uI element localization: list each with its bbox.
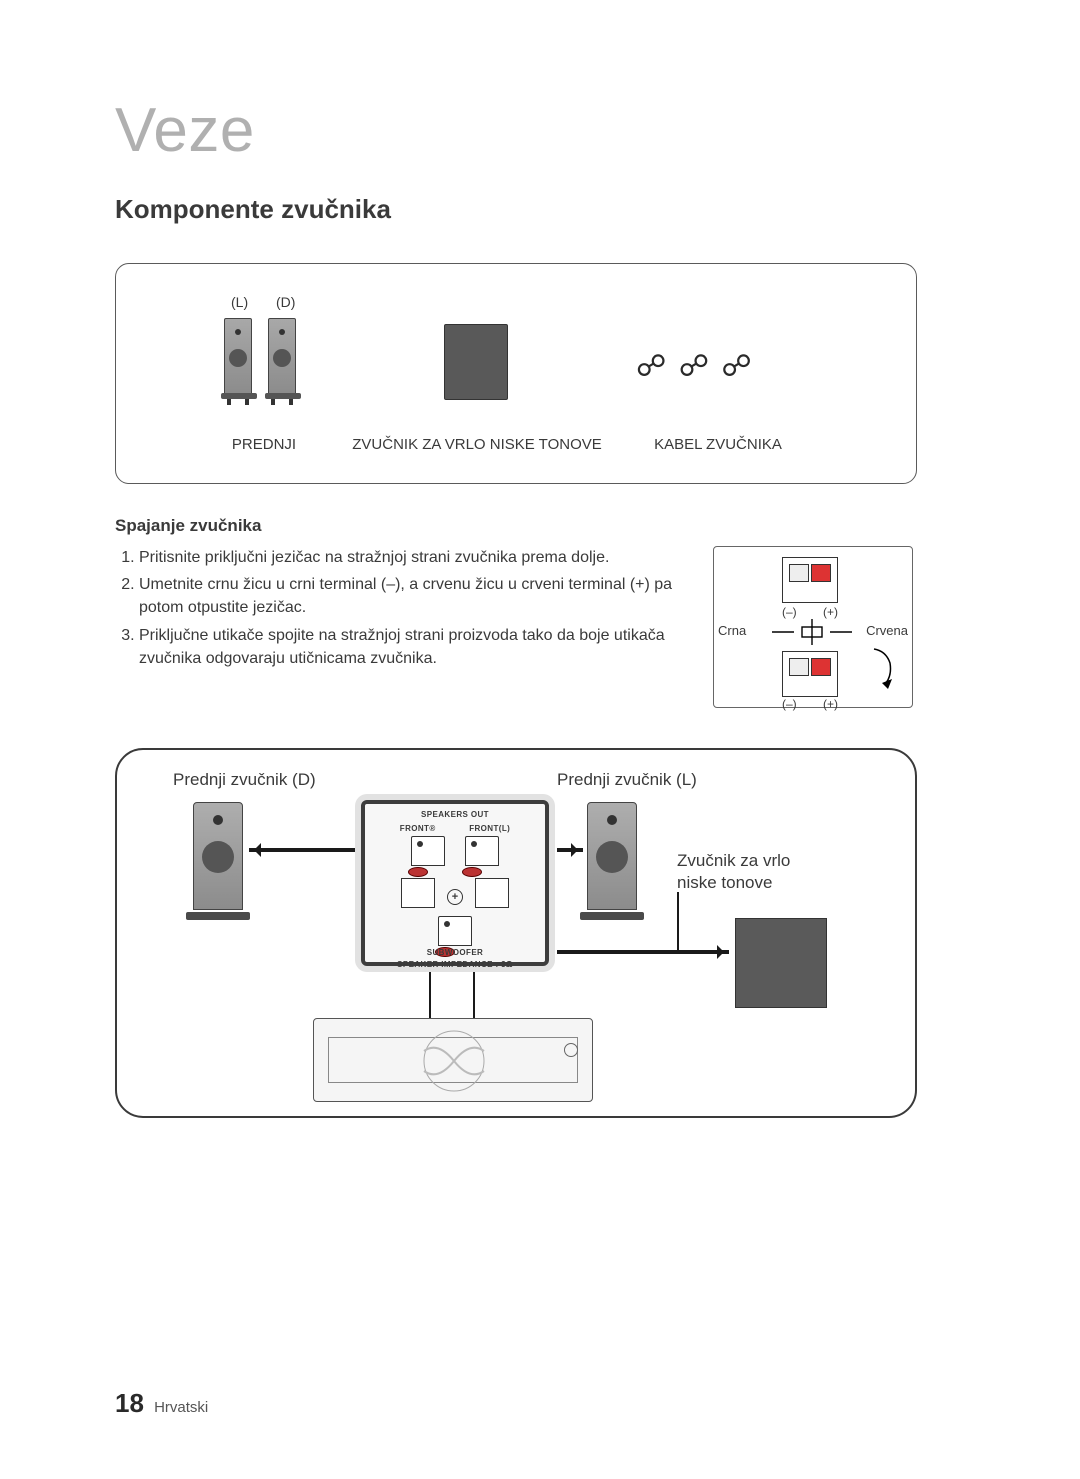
subwoofer-icon [444, 324, 508, 400]
impedance-label: SPEAKER IMPEDANCE : 3Ω [365, 960, 545, 969]
back-panel: SPEAKERS OUT FRONT® FRONT(L) + SUBWOOFER… [361, 800, 549, 966]
receiver-unit-icon [313, 1018, 593, 1102]
panel-title: SPEAKERS OUT [365, 810, 545, 819]
front-speakers-label: PREDNJI [224, 436, 304, 453]
steps-with-figure: Pritisnite priključni jezičac na stražnj… [115, 546, 985, 708]
terminal-bottom-icon [782, 651, 838, 697]
page-language: Hrvatski [154, 1399, 208, 1416]
port-front-l-icon [465, 836, 499, 866]
terminal-red-label: Crvena [866, 623, 908, 638]
arrow-to-speaker-r-icon [249, 848, 355, 852]
components-box: (L) (D) PREDNJI ZVUČNIK ZA VRLO NISKE TO… [115, 263, 917, 484]
connector-icon [772, 617, 852, 647]
wiring-subwoofer-icon [735, 918, 827, 1008]
cable-label: KABEL ZVUČNIKA [628, 436, 808, 453]
ld-label-left: (L) [231, 294, 248, 310]
rear-jack-icon [564, 1043, 578, 1057]
port-blank-r-icon [475, 878, 509, 908]
arrow-to-speaker-l-icon [557, 848, 583, 852]
wiring-speaker-l-icon [587, 802, 637, 910]
arrow-to-sub-icon [557, 950, 729, 954]
front-speaker-l-icon [224, 318, 252, 394]
fan-icon [378, 1027, 530, 1095]
sub-feed-line-icon [677, 892, 679, 952]
terminal-black-label: Crna [718, 623, 746, 638]
page-number: 18 [115, 1388, 144, 1418]
terminal-diagram: (–) (+) Crna Crvena (–) (+) [713, 546, 913, 708]
front-speaker-r-icon [268, 318, 296, 394]
steps-list: Pritisnite priključni jezičac na stražnj… [115, 546, 695, 708]
wiring-speaker-r-icon [193, 802, 243, 910]
plus-icon: + [447, 889, 463, 905]
port-blank-l-icon [401, 878, 435, 908]
terminal-top-icon [782, 557, 838, 603]
wiring-label-front-r: Prednji zvučnik (D) [173, 770, 316, 790]
page-footer: 18 Hrvatski [115, 1388, 208, 1419]
port-sub-icon [438, 916, 472, 946]
port-label-sub: SUBWOOFER [365, 948, 545, 957]
terminal-plus-b: (+) [823, 697, 838, 711]
step-2: Umetnite crnu žicu u crni terminal (–), … [139, 573, 695, 619]
manual-page: Veze Komponente zvučnika (L) (D) PREDNJI… [0, 0, 1080, 1479]
terminal-minus-b: (–) [782, 697, 797, 711]
ld-label-right: (D) [276, 294, 295, 310]
port-label-front-r: FRONT® [400, 824, 436, 833]
step-1: Pritisnite priključni jezičac na stražnj… [139, 546, 695, 569]
section-title: Komponente zvučnika [115, 194, 985, 225]
hand-arrow-icon [868, 645, 908, 689]
step-3: Priključne utikače spojite na stražnjoj … [139, 624, 695, 670]
port-front-r-icon [411, 836, 445, 866]
wiring-diagram: Prednji zvučnik (D) Prednji zvučnik (L) … [115, 748, 917, 1118]
port-label-front-l: FRONT(L) [469, 824, 510, 833]
chapter-title: Veze [115, 95, 985, 166]
subsection-title: Spajanje zvučnika [115, 516, 985, 536]
subwoofer-label: ZVUČNIK ZA VRLO NISKE TONOVE [352, 436, 602, 453]
speaker-cable-icon: ☍ ☍ ☍ [636, 352, 754, 382]
wiring-label-sub: Zvučnik za vrlo niske tonove [677, 850, 827, 894]
wiring-label-front-l: Prednji zvučnik (L) [557, 770, 697, 790]
